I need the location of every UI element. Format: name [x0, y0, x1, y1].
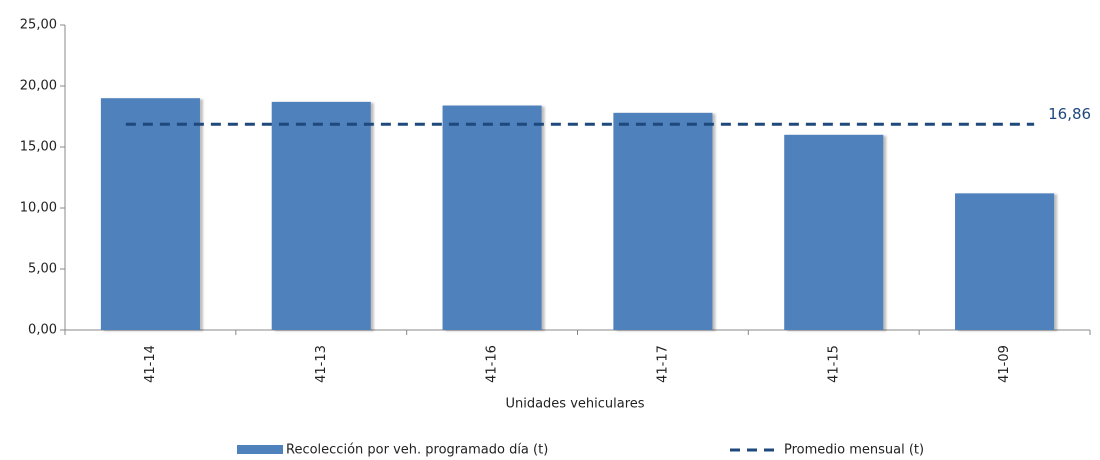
x-tick-label: 41-13: [314, 345, 329, 383]
bar: [442, 105, 542, 331]
y-tick-label: 15,00: [20, 140, 57, 155]
bar: [271, 101, 371, 330]
bar: [784, 134, 884, 330]
x-axis-title: Unidades vehiculares: [505, 397, 644, 412]
x-tick-label: 41-15: [826, 345, 841, 383]
x-tick-label: 41-17: [655, 345, 670, 383]
bar: [613, 112, 713, 330]
x-tick-label: 41-16: [485, 345, 500, 383]
legend-label: Recolección por veh. programado día (t): [286, 443, 548, 458]
y-tick-label: 25,00: [20, 18, 57, 33]
legend-swatch: [237, 445, 283, 454]
legend-label: Promedio mensual (t): [784, 443, 924, 458]
x-tick-label: 41-14: [143, 345, 158, 383]
y-tick-label: 0,00: [28, 323, 57, 338]
y-tick-label: 10,00: [20, 201, 57, 216]
y-tick-label: 20,00: [20, 79, 57, 94]
x-tick-label: 41-09: [997, 345, 1012, 383]
bar: [100, 98, 200, 330]
y-tick-label: 5,00: [28, 262, 57, 277]
bar: [955, 193, 1055, 330]
average-label: 16,86: [1048, 105, 1091, 123]
